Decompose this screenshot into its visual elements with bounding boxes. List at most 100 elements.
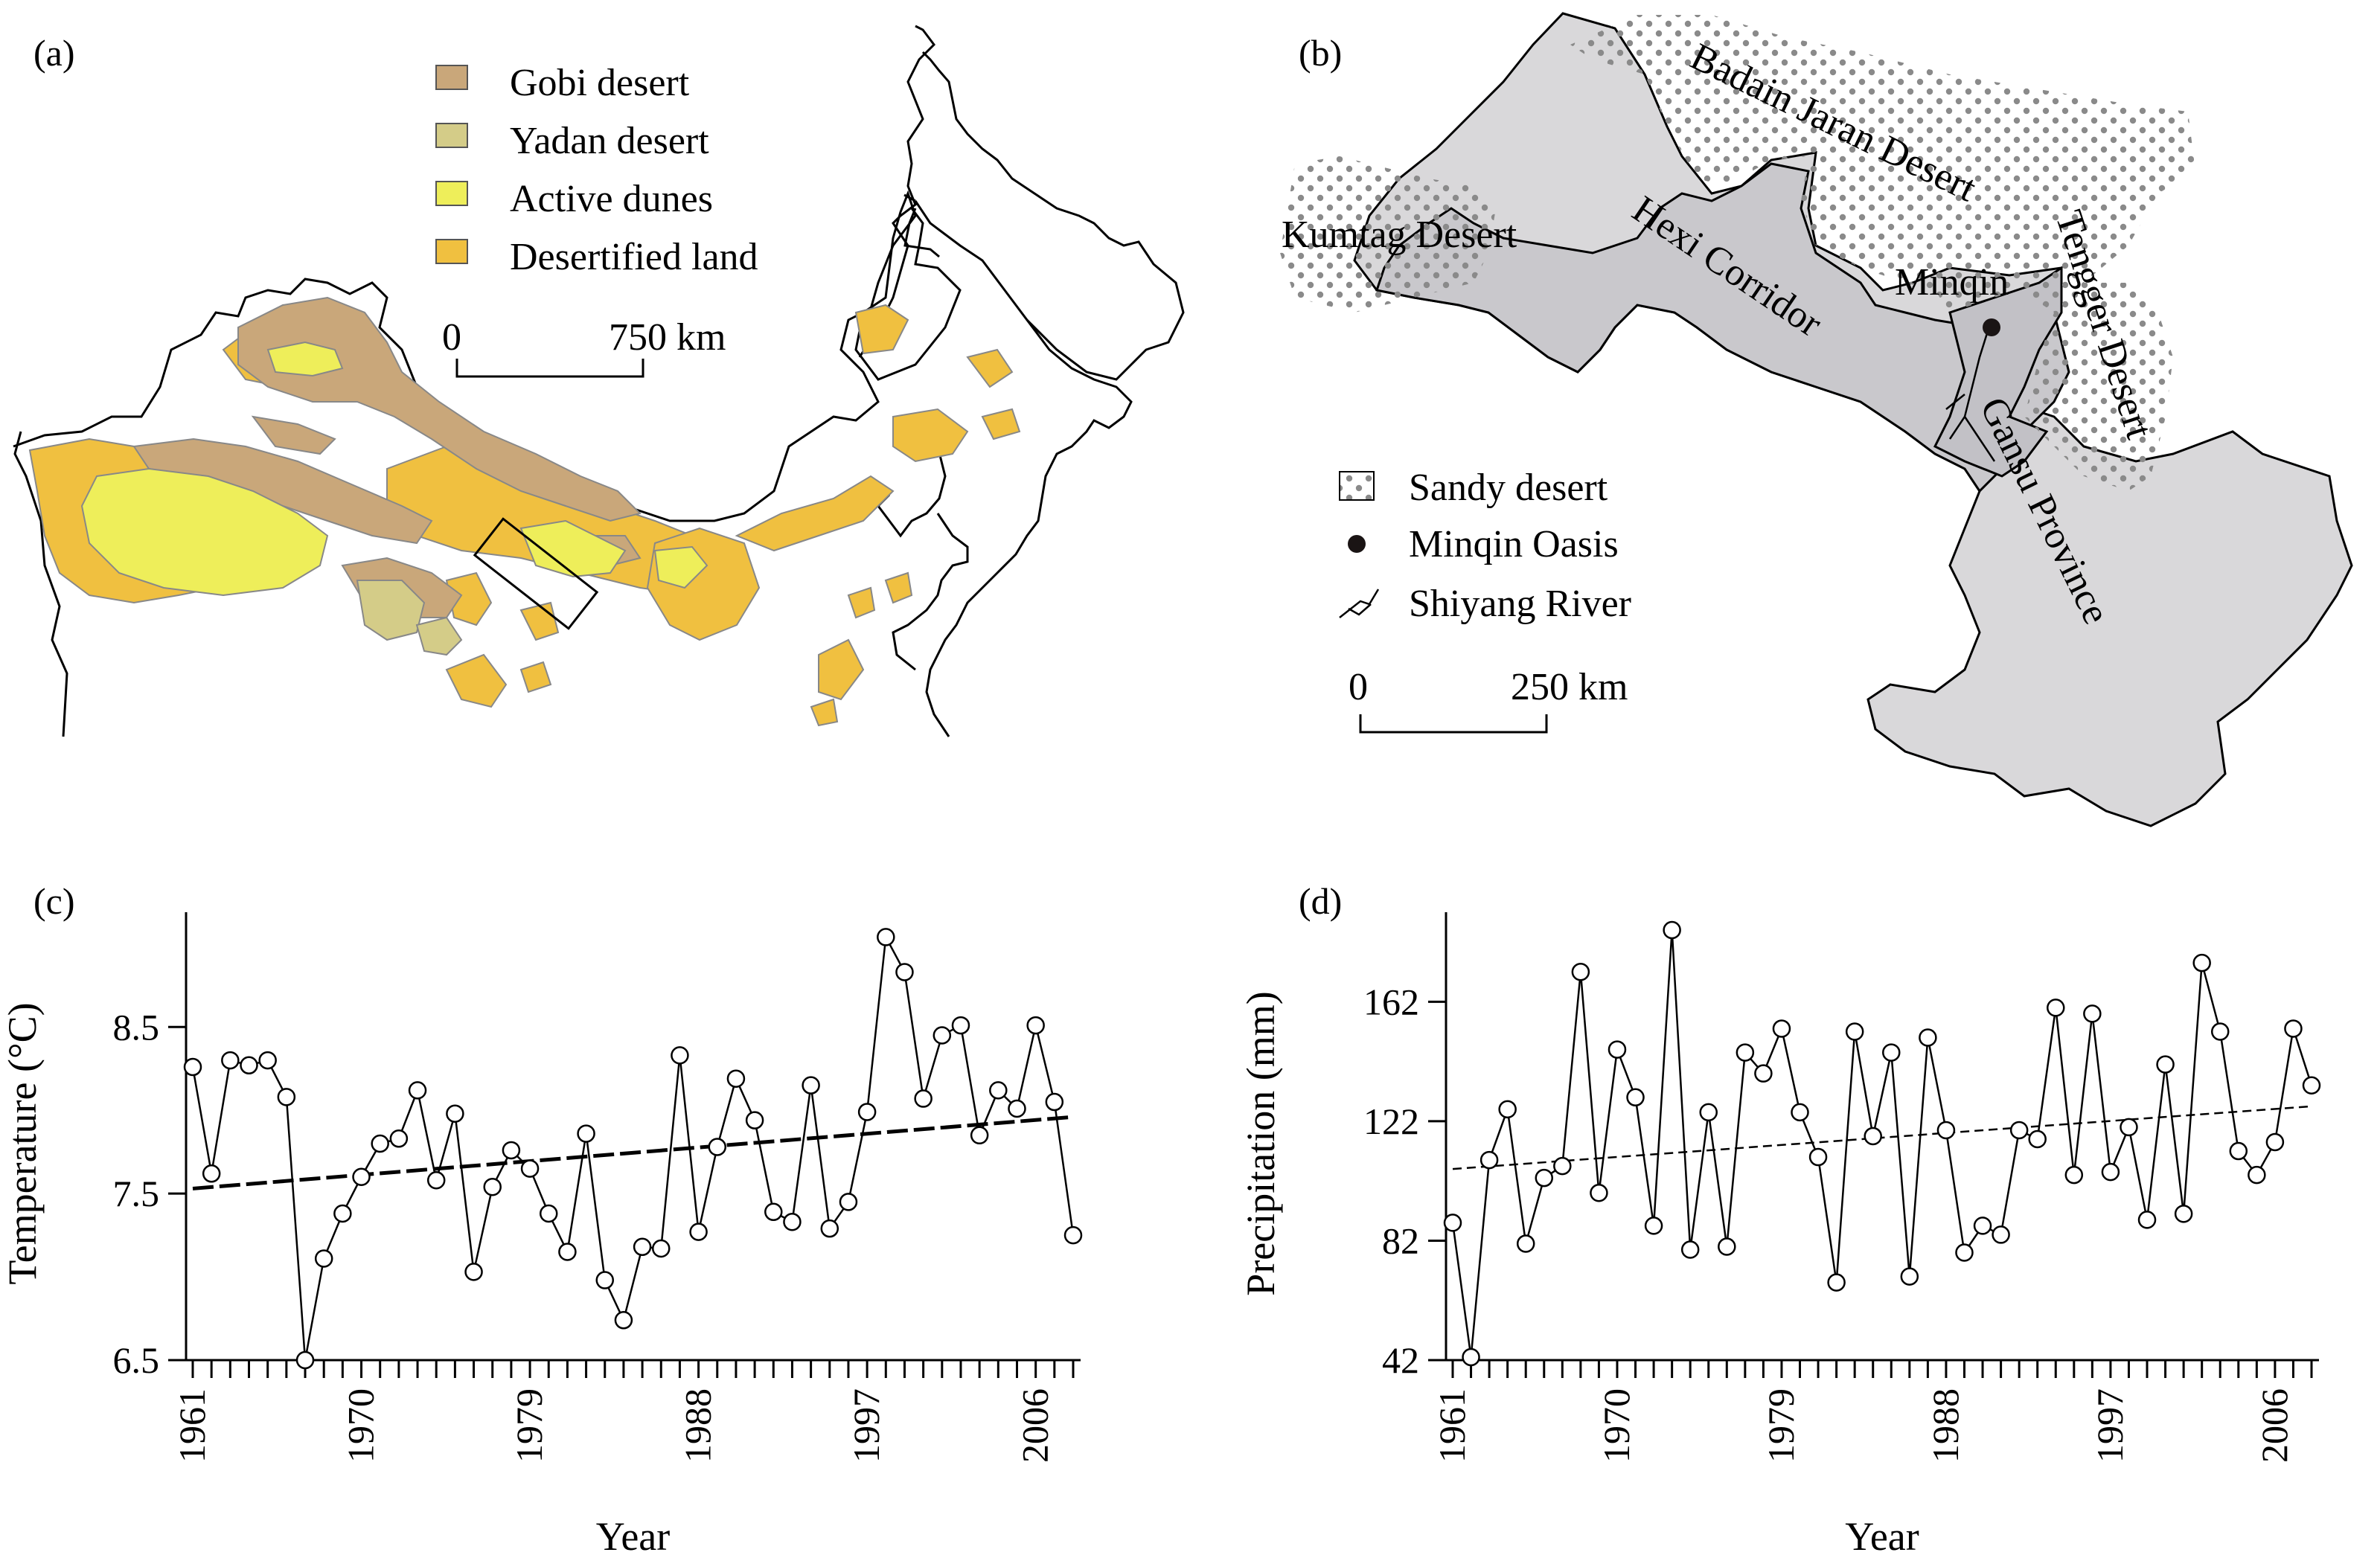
data-point — [577, 1124, 595, 1143]
gobi-desert — [132, 296, 642, 618]
data-point — [1516, 1234, 1535, 1253]
data-point — [726, 1069, 746, 1088]
data-point — [671, 1046, 689, 1065]
data-point — [1443, 1214, 1462, 1232]
data-point — [614, 1311, 633, 1330]
data-point — [183, 1057, 202, 1077]
data-point — [558, 1243, 577, 1261]
data-point — [1919, 1028, 1937, 1047]
data-point — [1045, 1092, 1064, 1112]
data-point — [652, 1239, 671, 1258]
y-tick-label: 7.5 — [113, 1173, 160, 1214]
data-point — [633, 1237, 652, 1257]
data-point — [2028, 1129, 2047, 1149]
legend-swatch-active-dunes — [435, 181, 468, 206]
y-tick-label: 122 — [1363, 1100, 1419, 1142]
legend-label-minqin-oasis: Minqin Oasis — [1409, 523, 1619, 565]
data-point — [2064, 1165, 2084, 1185]
data-point — [802, 1076, 820, 1095]
label-minqin: Minqin — [1895, 261, 2009, 304]
trend-line — [192, 1115, 1074, 1190]
data-point — [2229, 1141, 2248, 1161]
label-kumtag: Kumtag Desert — [1282, 214, 1517, 256]
data-point — [708, 1138, 727, 1156]
data-point — [1479, 1150, 1499, 1170]
panel-a-scale-bar: 0 750 km — [442, 316, 726, 378]
x-tick-label: 1997 — [2089, 1388, 2131, 1463]
data-point — [2156, 1055, 2175, 1074]
data-point — [371, 1134, 389, 1153]
x-tick-label: 1961 — [171, 1388, 213, 1463]
panel-c-label: (c) — [33, 880, 75, 922]
legend-label-yadan: Yadan desert — [510, 120, 709, 162]
data-point — [783, 1212, 802, 1231]
y-axis-label: Precipitation (mm) — [1238, 991, 1283, 1295]
data-point — [408, 1081, 427, 1100]
data-point — [483, 1177, 502, 1196]
y-tick-label: 8.5 — [113, 1006, 160, 1048]
x-tick-label: 1988 — [1925, 1388, 1966, 1463]
x-tick-label: 1970 — [1596, 1388, 1637, 1463]
tengger-desert — [2009, 283, 2173, 491]
data-point — [352, 1167, 371, 1187]
panel-b-label: (b) — [1299, 32, 1342, 74]
panel-b-scale-bar: 0 250 km — [1349, 666, 1628, 734]
data-point — [2248, 1165, 2266, 1185]
data-point — [202, 1164, 221, 1183]
data-point — [689, 1222, 708, 1241]
data-point — [2284, 1019, 2303, 1038]
scale-b-end: 250 km — [1511, 666, 1628, 708]
data-point — [989, 1081, 1008, 1100]
data-point — [1553, 1156, 1572, 1176]
data-point — [520, 1159, 540, 1178]
data-point — [2302, 1076, 2321, 1095]
data-point — [914, 1089, 933, 1108]
x-axis-label: Year — [1845, 1514, 1919, 1559]
data-point — [1754, 1064, 1773, 1083]
data-point — [2174, 1205, 2193, 1223]
panel-d: (d) 1961 1970 1979 1988 1997 2006 42 82 122 162 Ye… — [1238, 880, 2321, 1559]
data-point — [2120, 1118, 2138, 1137]
data-point — [1608, 1040, 1627, 1059]
data-point — [539, 1204, 558, 1223]
panel-b-legend: Sandy desert Minqin Oasis Shiyang River — [1339, 467, 1631, 625]
data-point — [1900, 1267, 1919, 1286]
data-point — [895, 963, 914, 981]
series-line — [1451, 929, 2313, 1358]
data-point — [240, 1056, 258, 1075]
data-point — [1973, 1217, 1992, 1235]
data-point — [1882, 1043, 1901, 1062]
data-point — [839, 1193, 858, 1211]
data-point — [1626, 1088, 1645, 1107]
data-point — [333, 1204, 352, 1223]
data-point — [1772, 1019, 1791, 1038]
data-point — [1955, 1243, 1974, 1262]
data-point — [1008, 1099, 1026, 1118]
data-point — [2265, 1132, 2285, 1152]
x-tick-label: 1970 — [340, 1388, 382, 1463]
river-icon — [1339, 589, 1380, 618]
data-point — [1590, 1183, 1608, 1202]
y-tick-label: 162 — [1363, 981, 1419, 1022]
dotted-box-icon — [1339, 471, 1375, 501]
legend-label-shiyang-river: Shiyang River — [1409, 583, 1631, 625]
panel-a-label: (a) — [33, 32, 75, 74]
data-point — [426, 1170, 446, 1190]
data-point — [1936, 1121, 1956, 1140]
data-point — [502, 1141, 521, 1160]
data-point — [1992, 1225, 2010, 1244]
data-point — [2009, 1121, 2029, 1140]
data-point — [1462, 1347, 1480, 1367]
data-point — [2210, 1022, 2230, 1041]
x-tick-label: 1961 — [1431, 1388, 1473, 1463]
trend-line — [1452, 1105, 2312, 1170]
data-point — [277, 1088, 296, 1106]
data-point — [1791, 1103, 1809, 1122]
data-point — [1736, 1043, 1755, 1062]
x-axis-label: Year — [596, 1514, 671, 1559]
panel-a-legend: Gobi desert Yadan desert Active dunes De… — [435, 62, 758, 278]
active-dunes — [80, 341, 708, 597]
data-point — [2083, 1004, 2102, 1023]
y-axis-label: Temperature (°C) — [0, 1002, 45, 1284]
